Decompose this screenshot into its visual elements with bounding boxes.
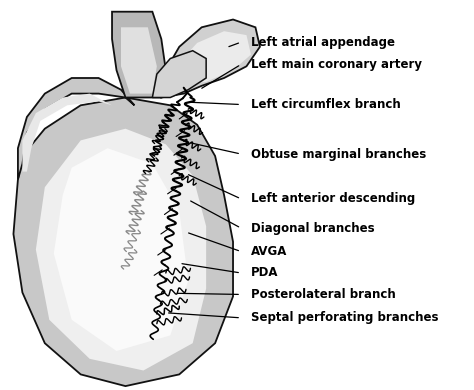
Text: Left main coronary artery: Left main coronary artery — [251, 58, 422, 71]
Polygon shape — [54, 148, 188, 351]
Text: Left atrial appendage: Left atrial appendage — [251, 35, 395, 49]
Polygon shape — [161, 20, 260, 98]
Text: Left anterior descending: Left anterior descending — [251, 192, 415, 206]
Polygon shape — [13, 98, 233, 386]
Polygon shape — [22, 94, 112, 172]
Polygon shape — [112, 12, 166, 98]
Polygon shape — [36, 129, 206, 370]
Text: Diagonal branches: Diagonal branches — [251, 222, 374, 235]
Text: Septal perforating branches: Septal perforating branches — [251, 311, 438, 324]
Text: PDA: PDA — [251, 266, 278, 280]
Polygon shape — [18, 78, 135, 179]
Text: Posterolateral branch: Posterolateral branch — [251, 288, 396, 301]
Polygon shape — [152, 51, 206, 98]
Text: Obtuse marginal branches: Obtuse marginal branches — [251, 147, 426, 161]
Polygon shape — [121, 27, 157, 94]
Text: Left circumflex branch: Left circumflex branch — [251, 98, 401, 111]
Polygon shape — [170, 31, 251, 86]
Text: AVGA: AVGA — [251, 245, 287, 258]
